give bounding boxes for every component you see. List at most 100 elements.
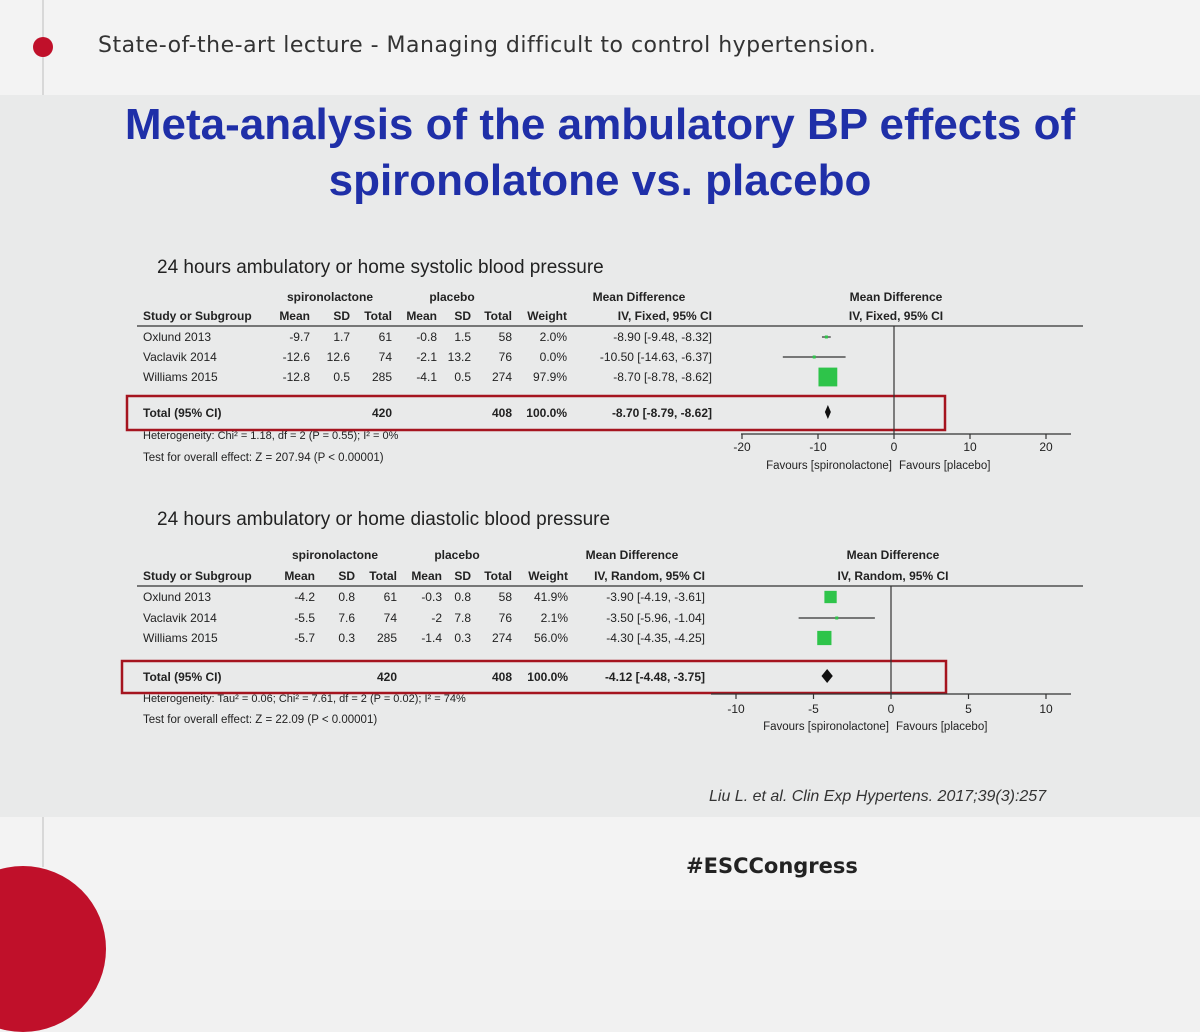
exp-sd: 12.6 [327,350,351,364]
total-weight: 100.0% [527,670,568,684]
ctl-mean: -0.8 [416,330,437,344]
study-square [818,367,838,387]
plot-header: Mean Difference [847,548,940,562]
control-group-header: placebo [434,548,479,562]
effect-header: Mean Difference [586,548,679,562]
citation: Liu L. et al. Clin Exp Hypertens. 2017;3… [709,788,1047,805]
favours-left-label: Favours [spironolactone] [766,460,892,472]
ctl-mean: -0.3 [421,590,442,604]
exp-mean: -5.7 [294,631,315,645]
ctl-sd: 1.5 [454,330,471,344]
slide-title-line2: spironolatone vs. placebo [328,156,872,205]
column-header: SD [338,569,355,583]
column-header: Total [484,569,512,583]
ctl-sd: 7.8 [454,611,471,625]
x-tick-label: 0 [888,702,895,716]
study-weight: 41.9% [534,590,568,604]
column-header: SD [333,309,350,323]
bottom-bar [0,817,1200,910]
total-label: Total (95% CI) [143,670,221,684]
total-highlight-box [125,394,947,432]
column-header: Mean [406,309,437,323]
favours-right-label: Favours [placebo] [896,721,987,733]
exp-mean: -12.8 [283,370,311,384]
ctl-sd: 0.3 [454,631,471,645]
ctl-total: 76 [499,350,513,364]
experimental-group-header: spironolactone [287,290,373,304]
ctl-total: 274 [492,631,512,645]
exp-mean: -5.5 [294,611,315,625]
study-name: Vaclavik 2014 [143,350,217,364]
column-header: SD [454,309,471,323]
slide-title: Meta-analysis of the ambulatory BP effec… [0,97,1200,209]
plot-header: Mean Difference [850,290,943,304]
heterogeneity-text: Heterogeneity: Chi² = 1.18, df = 2 (P = … [143,430,399,442]
study-square [812,355,816,359]
ctl-mean: -2.1 [416,350,437,364]
study-square [824,335,828,339]
ctl-total: 76 [499,611,513,625]
column-header: Mean [411,569,442,583]
ctl-sd: 13.2 [448,350,472,364]
mean-difference-ci: -10.50 [-14.63, -6.37] [600,350,712,364]
total-highlight-box [120,659,948,695]
total-weight: 100.0% [526,406,567,420]
column-header: Total [364,309,392,323]
overall-effect-text: Test for overall effect: Z = 207.94 (P <… [143,452,384,464]
mean-difference-ci: -8.90 [-9.48, -8.32] [613,330,712,344]
column-header: IV, Random, 95% CI [594,569,705,583]
x-tick-label: -5 [808,702,819,716]
exp-total: 61 [379,330,393,344]
ctl-mean: -2 [431,611,442,625]
study-name: Oxlund 2013 [143,590,211,604]
ctl-total: 58 [499,330,513,344]
x-tick-label: 0 [891,440,898,454]
x-tick-label: 10 [963,440,977,454]
plot-subheader: IV, Random, 95% CI [838,569,949,583]
ctl-total: 274 [492,370,512,384]
top-bar [0,0,1200,95]
timeline-dot [33,37,53,57]
exp-mean: -4.2 [294,590,315,604]
exp-mean: -9.7 [289,330,310,344]
total-exp: 420 [372,406,392,420]
study-name: Vaclavik 2014 [143,611,217,625]
study-name: Oxlund 2013 [143,330,211,344]
plot-subheader: IV, Fixed, 95% CI [849,309,943,323]
total-ci: -8.70 [-8.79, -8.62] [612,406,712,420]
effect-header: Mean Difference [593,290,686,304]
study-square [835,616,839,620]
slide-area [0,95,1200,817]
overall-effect-text: Test for overall effect: Z = 22.09 (P < … [143,714,377,726]
column-header: SD [454,569,471,583]
forest-plots: spironolactone placebo Mean Difference Mean… [120,290,1083,733]
favours-left-label: Favours [spironolactone] [763,721,889,733]
exp-total: 285 [377,631,397,645]
timeline-line-bottom [42,817,44,867]
column-header: Study or Subgroup [143,309,252,323]
exp-sd: 0.8 [338,590,355,604]
study-square [817,630,832,646]
total-ctl: 408 [492,406,512,420]
experimental-group-header: spironolactone [292,548,378,562]
ctl-mean: -1.4 [421,631,442,645]
x-tick-label: -10 [727,702,745,716]
study-weight: 97.9% [533,370,567,384]
column-header: Weight [527,309,567,323]
column-header: Study or Subgroup [143,569,252,583]
exp-mean: -12.6 [283,350,311,364]
study-name: Williams 2015 [143,631,218,645]
total-diamond [824,405,831,419]
control-group-header: placebo [429,290,474,304]
study-square [824,590,837,604]
study-weight: 56.0% [534,631,568,645]
study-weight: 0.0% [540,350,568,364]
column-header: IV, Fixed, 95% CI [618,309,712,323]
total-label: Total (95% CI) [143,406,221,420]
mean-difference-ci: -3.90 [-4.19, -3.61] [606,590,705,604]
exp-sd: 1.7 [333,330,350,344]
column-header: Total [369,569,397,583]
lecture-title: State-of-the-art lecture - Managing diff… [98,33,877,58]
ctl-sd: 0.8 [454,590,471,604]
column-header: Mean [284,569,315,583]
